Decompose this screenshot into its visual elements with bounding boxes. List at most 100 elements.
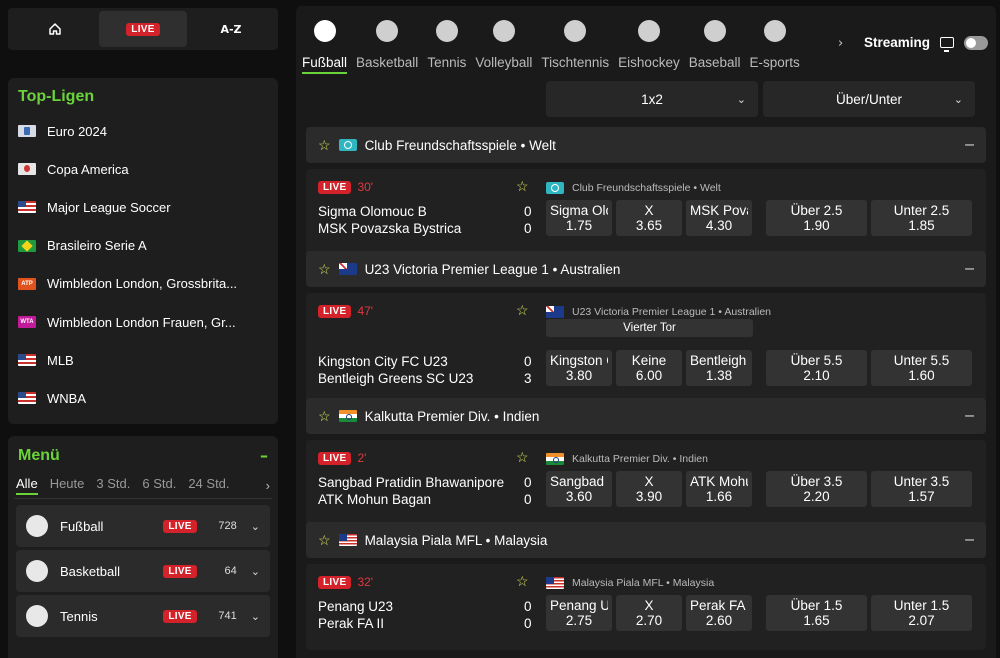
match-live-indicator: LIVE 2' <box>318 451 366 465</box>
odds-value: 1.38 <box>705 368 733 383</box>
chevron-down-icon[interactable]: ⌄ <box>250 610 260 623</box>
odds-button[interactable]: Sigma Olomouc B1.75 <box>546 200 612 236</box>
star-icon[interactable]: ☆ <box>516 573 529 589</box>
home-team: Kingston City FC U23 <box>318 354 448 369</box>
home-button[interactable] <box>11 11 99 47</box>
odds-button[interactable]: X 2.70 <box>616 595 682 631</box>
time-tab[interactable]: Heute <box>49 476 85 491</box>
time-tab[interactable]: 24 Std. <box>188 476 230 491</box>
odds-button[interactable]: X 3.90 <box>616 471 682 507</box>
league-group-title: U23 Victoria Premier League 1 • Australi… <box>364 261 621 277</box>
menu-collapse-button[interactable]: – <box>260 446 268 465</box>
odds-button[interactable]: Über 2.5 1.90 <box>766 200 867 236</box>
top-league-item[interactable]: MLB <box>18 341 268 379</box>
odds-button[interactable]: Perak FA II2.60 <box>686 595 752 631</box>
away-score: 0 <box>524 492 532 507</box>
top-league-item[interactable]: Copa America <box>18 150 268 188</box>
menu-sport-row[interactable]: Fußball LIVE 728 ⌄ <box>16 505 270 547</box>
sport-tab[interactable]: E-sports <box>750 18 800 74</box>
left-sidebar: LIVE A-Z Top-Ligen Euro 2024 Copa America… <box>8 8 278 658</box>
star-icon[interactable]: ☆ <box>318 136 331 153</box>
collapse-icon[interactable]: – <box>965 260 974 277</box>
hockey-icon <box>637 20 660 42</box>
match-card: LIVE 32' ☆ Malaysia Piala MFL • Malaysia Pen… <box>306 564 986 650</box>
odds-button[interactable]: Keine 6.00 <box>616 350 682 386</box>
odds-value: 1.65 <box>803 613 830 628</box>
my-flag-icon <box>338 534 357 546</box>
sport-tab[interactable]: Basketball <box>356 18 418 74</box>
odds-button[interactable]: Unter 3.5 1.57 <box>871 471 972 507</box>
match-card: LIVE 30' ☆ Club Freundschaftsspiele • Welt S… <box>306 169 986 255</box>
odds-button[interactable]: MSK Povazska Bystrica4.30 <box>686 200 752 236</box>
sport-tab[interactable]: Baseball <box>689 18 741 74</box>
menu-sport-row[interactable]: Tennis LIVE 741 ⌄ <box>16 595 270 637</box>
collapse-icon[interactable]: – <box>965 531 974 548</box>
league-group-header[interactable]: ☆ Kalkutta Premier Div. • Indien – <box>306 398 986 434</box>
tennis-ball-icon <box>435 20 458 42</box>
star-icon[interactable]: ☆ <box>516 178 529 194</box>
star-icon[interactable]: ☆ <box>516 449 529 465</box>
table-tennis-icon <box>564 20 587 42</box>
odds-button[interactable]: Bentleigh Greens SC U231.38 <box>686 350 752 386</box>
sport-tab[interactable]: Fußball <box>302 18 348 74</box>
market-select-over-under[interactable]: Über/Unter ⌄ <box>763 81 975 117</box>
time-tab[interactable]: 3 Std. <box>96 476 131 491</box>
au-flag-icon <box>546 306 564 318</box>
odds-label: Bentleigh Greens SC U23 <box>690 353 748 368</box>
odds-button[interactable]: Unter 2.5 1.85 <box>871 200 972 236</box>
time-tab[interactable]: 6 Std. <box>142 476 177 491</box>
top-league-item[interactable]: Major League Soccer <box>18 188 268 226</box>
sport-tab[interactable]: Tischtennis <box>541 18 609 74</box>
top-league-item[interactable]: Euro 2024 <box>18 112 268 150</box>
chevron-down-icon[interactable]: ⌄ <box>250 565 260 578</box>
odds-button[interactable]: Penang U232.75 <box>546 595 612 631</box>
top-league-item[interactable]: ATP Wimbledon London, Grossbrita... <box>18 265 268 303</box>
odds-value: 2.07 <box>908 613 935 628</box>
top-league-item[interactable]: WNBA <box>18 379 268 417</box>
star-icon[interactable]: ☆ <box>318 260 331 277</box>
odds-value: 2.70 <box>635 613 663 628</box>
star-icon[interactable]: ☆ <box>516 302 529 318</box>
odds-button[interactable]: Kingston City FC U233.80 <box>546 350 612 386</box>
odds-button[interactable]: Über 3.5 2.20 <box>766 471 867 507</box>
odds-button[interactable]: Über 1.5 1.65 <box>766 595 867 631</box>
top-league-item[interactable]: WTA Wimbledon London Frauen, Gr... <box>18 303 268 341</box>
collapse-icon[interactable]: – <box>965 407 974 424</box>
sport-tab[interactable]: Eishockey <box>618 18 680 74</box>
star-icon[interactable]: ☆ <box>318 407 331 424</box>
az-nav-button[interactable]: A-Z <box>220 22 242 36</box>
away-team: ATK Mohun Bagan <box>318 492 432 507</box>
odds-button[interactable]: X 3.65 <box>616 200 682 236</box>
star-icon[interactable]: ☆ <box>318 531 331 548</box>
tabs-scroll-right-icon[interactable]: › <box>838 36 844 51</box>
chevron-down-icon: ⌄ <box>953 93 963 106</box>
odds-button[interactable]: Unter 1.5 2.07 <box>871 595 972 631</box>
top-leagues-title: Top-Ligen <box>18 88 95 105</box>
menu-sport-row[interactable]: Basketball LIVE 64 ⌄ <box>16 550 270 592</box>
collapse-icon[interactable]: – <box>965 136 974 153</box>
odds-button[interactable]: Über 5.5 2.10 <box>766 350 867 386</box>
sport-tab[interactable]: Tennis <box>427 18 466 74</box>
in-flag-icon <box>546 453 564 465</box>
odds-button[interactable]: ATK Mohun Bagan1.66 <box>686 471 752 507</box>
sport-tab[interactable]: Volleyball <box>475 18 532 74</box>
odds-button[interactable]: Sangbad Pratidin Bhawanipore3.60 <box>546 471 612 507</box>
market-select-1x2[interactable]: 1x2 ⌄ <box>546 81 758 117</box>
gamepad-icon <box>763 20 786 42</box>
odds-label: Penang U23 <box>550 598 608 613</box>
live-nav-button[interactable]: LIVE <box>99 11 187 47</box>
odds-value: 1.90 <box>803 218 830 233</box>
league-group-header[interactable]: ☆ Malaysia Piala MFL • Malaysia – <box>306 522 986 558</box>
baseball-icon <box>703 20 726 42</box>
time-tab[interactable]: Alle <box>16 476 38 495</box>
top-league-item[interactable]: Brasileiro Serie A <box>18 227 268 265</box>
chevron-down-icon[interactable]: ⌄ <box>250 520 260 533</box>
match-minute: 30' <box>357 180 374 194</box>
league-group-header[interactable]: ☆ Club Freundschaftsspiele • Welt – <box>306 127 986 163</box>
odds-value: 3.60 <box>565 489 593 504</box>
home-icon <box>49 23 61 35</box>
league-group-header[interactable]: ☆ U23 Victoria Premier League 1 • Austral… <box>306 251 986 287</box>
streaming-toggle[interactable] <box>964 35 989 50</box>
odds-button[interactable]: Unter 5.5 1.60 <box>871 350 972 386</box>
chevron-right-icon[interactable]: › <box>265 478 270 493</box>
